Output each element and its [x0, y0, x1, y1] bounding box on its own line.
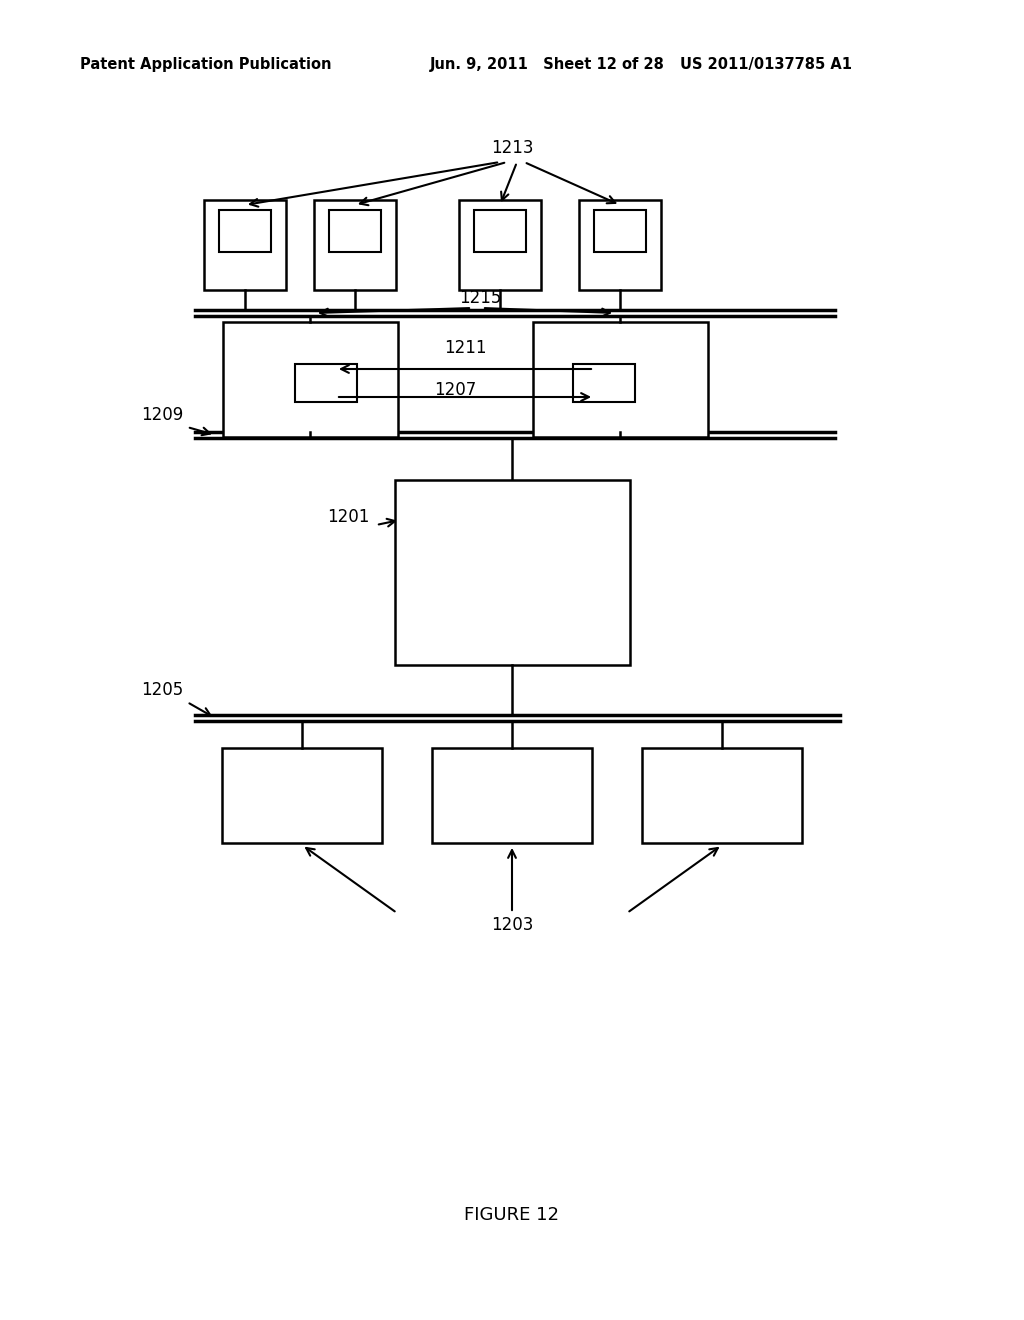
- Bar: [534, 322, 708, 437]
- Bar: [642, 748, 802, 843]
- Bar: [314, 201, 396, 290]
- Bar: [223, 322, 398, 437]
- Bar: [474, 210, 526, 252]
- Bar: [395, 480, 630, 665]
- Bar: [295, 364, 357, 403]
- Text: FIGURE 12: FIGURE 12: [465, 1206, 559, 1224]
- Bar: [204, 201, 286, 290]
- Text: 1201: 1201: [327, 508, 370, 525]
- Bar: [222, 748, 382, 843]
- Bar: [329, 210, 381, 252]
- Text: US 2011/0137785 A1: US 2011/0137785 A1: [680, 58, 852, 73]
- Text: Jun. 9, 2011   Sheet 12 of 28: Jun. 9, 2011 Sheet 12 of 28: [430, 58, 665, 73]
- Text: 1215: 1215: [459, 289, 501, 308]
- Bar: [432, 748, 592, 843]
- Bar: [459, 201, 541, 290]
- Text: 1211: 1211: [443, 339, 486, 356]
- Bar: [219, 210, 271, 252]
- Text: 1207: 1207: [434, 381, 476, 399]
- Text: 1205: 1205: [141, 681, 183, 700]
- Bar: [594, 210, 646, 252]
- Bar: [579, 201, 662, 290]
- Bar: [573, 364, 635, 403]
- Text: Patent Application Publication: Patent Application Publication: [80, 58, 332, 73]
- Text: 1213: 1213: [490, 139, 534, 157]
- Text: 1203: 1203: [490, 916, 534, 935]
- Text: 1209: 1209: [141, 407, 183, 424]
